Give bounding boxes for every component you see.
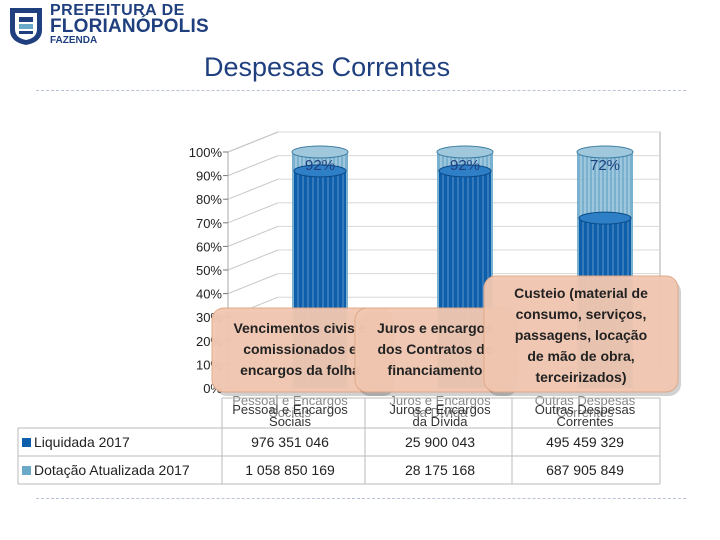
execution-label: 92% bbox=[450, 157, 480, 174]
gridline-diagonal bbox=[227, 155, 279, 177]
execution-label: 72% bbox=[590, 157, 620, 174]
legend-label: Dotação Atualizada 2017 bbox=[34, 462, 190, 478]
tooltip-line: terceirizados) bbox=[535, 369, 626, 385]
category-label-shadow: Pessoal e Encargos bbox=[232, 393, 348, 408]
tooltip-line: Juros e encargos bbox=[377, 320, 493, 336]
top-divider bbox=[36, 90, 686, 91]
category-label-shadow: da Dívida bbox=[413, 405, 469, 420]
gridline-diagonal bbox=[227, 249, 279, 271]
execution-labels: 92% 92% 72% bbox=[305, 157, 620, 174]
category-label: Correntes bbox=[556, 414, 614, 429]
tooltip-line: passagens, locação bbox=[515, 327, 647, 343]
bar-liquidada-cap bbox=[578, 211, 632, 225]
category-label: Outras Despesas bbox=[535, 402, 636, 417]
chart-title: Despesas Correntes bbox=[204, 52, 451, 82]
table-value: 976 351 046 bbox=[251, 434, 329, 450]
gridline-diagonal bbox=[227, 225, 279, 247]
logo-line-3: FAZENDA bbox=[50, 35, 98, 46]
y-tick-label: 70% bbox=[196, 216, 222, 231]
legend-label: Liquidada 2017 bbox=[34, 434, 130, 450]
tooltip-line: Vencimentos civis e bbox=[233, 320, 366, 336]
category-label-shadow: Correntes bbox=[556, 405, 614, 420]
tooltip-line: dos Contratos de bbox=[377, 341, 492, 357]
gridline-diagonal bbox=[227, 131, 279, 153]
logo-line-1: PREFEITURA DE bbox=[50, 2, 185, 19]
table-value: 1 058 850 169 bbox=[245, 462, 335, 478]
tooltip-line: financiamento bbox=[388, 362, 483, 378]
tooltip-line: encargos da folha bbox=[240, 362, 360, 378]
tooltip-line: Custeio (material de bbox=[514, 285, 648, 301]
category-label-shadow: Outras Despesas bbox=[535, 393, 636, 408]
category-label: Juros e Encargos bbox=[389, 402, 491, 417]
bar-liquidada-cap bbox=[438, 164, 492, 178]
y-tick-label: 90% bbox=[196, 169, 222, 184]
prefeitura-logo: PREFEITURA DE FLORIANÓPOLIS FAZENDA bbox=[6, 2, 209, 46]
city-crest-icon bbox=[10, 8, 42, 45]
table-value: 495 459 329 bbox=[546, 434, 624, 450]
execution-label: 92% bbox=[305, 157, 335, 174]
gridline-diagonal bbox=[227, 273, 279, 295]
bar-dotacao-cap bbox=[436, 145, 494, 159]
gridline-diagonal bbox=[227, 178, 279, 200]
y-tick-label: 100% bbox=[189, 145, 223, 160]
table-value: 28 175 168 bbox=[405, 462, 475, 478]
category-label: Pessoal e Encargos bbox=[232, 402, 348, 417]
category-label: da Dívida bbox=[413, 414, 469, 429]
tooltips: Vencimentos civis e comissionados e encarg… bbox=[211, 275, 681, 396]
category-label-shadow: Juros e Encargos bbox=[389, 393, 491, 408]
table-value: 25 900 043 bbox=[405, 434, 475, 450]
tooltip-line: de mão de obra, bbox=[527, 348, 634, 364]
bottom-divider bbox=[36, 498, 686, 499]
tooltip-line: comissionados e bbox=[243, 341, 357, 357]
data-table: Liquidada 2017 976 351 046 25 900 043 495 4… bbox=[17, 397, 661, 485]
logo-line-2: FLORIANÓPOLIS bbox=[50, 16, 209, 37]
y-tick-label: 60% bbox=[196, 239, 222, 254]
bar-dotacao-cap bbox=[576, 145, 634, 159]
y-tick-label: 40% bbox=[196, 287, 222, 302]
tooltip-line: consumo, serviços, bbox=[516, 306, 647, 322]
y-tick-label: 80% bbox=[196, 192, 222, 207]
table-value: 687 905 849 bbox=[546, 462, 624, 478]
legend-swatch bbox=[22, 466, 31, 475]
legend-swatch bbox=[22, 438, 31, 447]
category-label-shadow: Sociais bbox=[269, 405, 311, 420]
bar-liquidada-cap bbox=[293, 164, 347, 178]
tooltip-box bbox=[483, 275, 679, 393]
bar-dotacao-cap bbox=[291, 145, 349, 159]
category-label: Sociais bbox=[269, 414, 311, 429]
gridline-diagonal bbox=[227, 202, 279, 224]
y-tick-label: 50% bbox=[196, 263, 222, 278]
